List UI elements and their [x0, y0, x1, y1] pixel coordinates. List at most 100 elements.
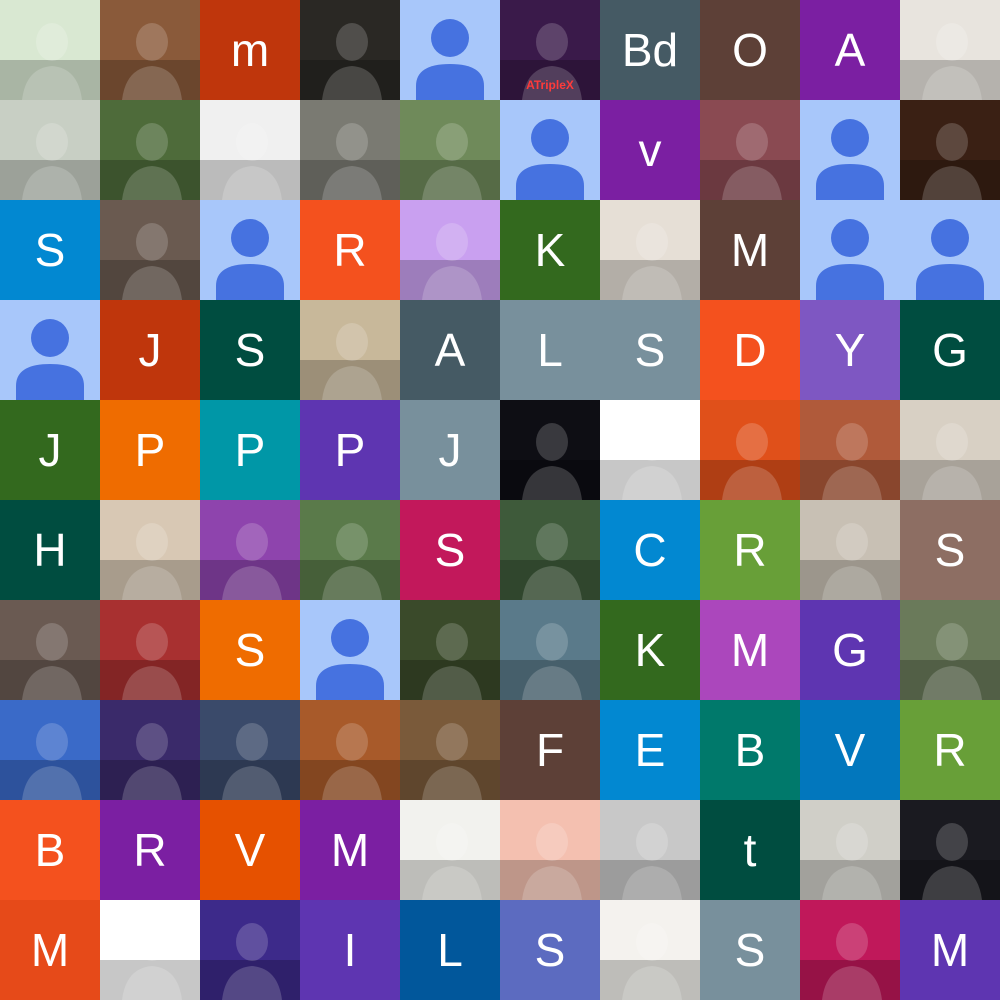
avatar-tile[interactable]: F — [500, 700, 600, 800]
avatar-tile[interactable]: M — [700, 600, 800, 700]
avatar-tile[interactable] — [800, 200, 900, 300]
avatar-tile[interactable]: t — [700, 800, 800, 900]
avatar-tile[interactable] — [700, 400, 800, 500]
avatar-tile[interactable]: v — [600, 100, 700, 200]
avatar-tile[interactable]: V — [200, 800, 300, 900]
avatar-tile[interactable]: V — [800, 700, 900, 800]
avatar-tile[interactable] — [0, 300, 100, 400]
avatar-tile[interactable]: S — [600, 300, 700, 400]
avatar-tile[interactable]: J — [0, 400, 100, 500]
avatar-tile[interactable] — [300, 700, 400, 800]
avatar-tile[interactable] — [0, 700, 100, 800]
avatar-tile[interactable] — [200, 500, 300, 600]
avatar-tile[interactable]: I — [300, 900, 400, 1000]
avatar-tile[interactable] — [400, 100, 500, 200]
avatar-tile[interactable] — [700, 100, 800, 200]
avatar-tile[interactable] — [900, 200, 1000, 300]
avatar-tile[interactable]: J — [400, 400, 500, 500]
avatar-tile[interactable] — [800, 800, 900, 900]
avatar-tile[interactable] — [100, 100, 200, 200]
avatar-tile[interactable] — [600, 800, 700, 900]
avatar-tile[interactable]: C — [600, 500, 700, 600]
avatar-tile[interactable]: R — [100, 800, 200, 900]
avatar-tile[interactable] — [300, 600, 400, 700]
avatar-tile[interactable] — [500, 500, 600, 600]
avatar-tile[interactable]: B — [0, 800, 100, 900]
avatar-tile[interactable]: P — [100, 400, 200, 500]
avatar-tile[interactable] — [800, 100, 900, 200]
avatar-tile[interactable]: M — [700, 200, 800, 300]
avatar-tile[interactable]: S — [200, 300, 300, 400]
avatar-tile[interactable] — [400, 800, 500, 900]
avatar-tile[interactable]: S — [900, 500, 1000, 600]
avatar-tile[interactable] — [600, 400, 700, 500]
avatar-tile[interactable] — [500, 100, 600, 200]
avatar-tile[interactable] — [300, 500, 400, 600]
avatar-tile[interactable] — [600, 200, 700, 300]
avatar-tile[interactable] — [200, 100, 300, 200]
avatar-tile[interactable]: O — [700, 0, 800, 100]
avatar-tile[interactable]: A — [400, 300, 500, 400]
avatar-tile[interactable] — [100, 700, 200, 800]
avatar-tile[interactable]: K — [500, 200, 600, 300]
avatar-tile[interactable]: R — [300, 200, 400, 300]
avatar-tile[interactable] — [100, 200, 200, 300]
avatar-tile[interactable] — [100, 900, 200, 1000]
avatar-tile[interactable]: S — [500, 900, 600, 1000]
avatar-tile[interactable] — [900, 800, 1000, 900]
avatar-tile[interactable]: L — [400, 900, 500, 1000]
avatar-tile[interactable] — [900, 100, 1000, 200]
avatar-tile[interactable]: E — [600, 700, 700, 800]
avatar-tile[interactable]: M — [900, 900, 1000, 1000]
avatar-tile[interactable] — [800, 900, 900, 1000]
avatar-tile[interactable]: P — [300, 400, 400, 500]
avatar-tile[interactable] — [300, 0, 400, 100]
avatar-tile[interactable] — [0, 600, 100, 700]
avatar-tile[interactable]: M — [0, 900, 100, 1000]
avatar-tile[interactable]: S — [0, 200, 100, 300]
avatar-tile[interactable]: B — [700, 700, 800, 800]
avatar-tile[interactable] — [400, 0, 500, 100]
avatar-tile[interactable] — [800, 500, 900, 600]
avatar-tile[interactable] — [400, 200, 500, 300]
avatar-tile[interactable]: P — [200, 400, 300, 500]
avatar-tile[interactable] — [200, 900, 300, 1000]
avatar-tile[interactable] — [300, 300, 400, 400]
avatar-tile[interactable] — [300, 100, 400, 200]
avatar-tile[interactable] — [100, 0, 200, 100]
avatar-tile[interactable] — [400, 700, 500, 800]
avatar-tile[interactable] — [100, 500, 200, 600]
avatar-tile[interactable] — [200, 700, 300, 800]
avatar-tile[interactable] — [900, 0, 1000, 100]
avatar-tile[interactable] — [900, 400, 1000, 500]
avatar-tile[interactable]: S — [700, 900, 800, 1000]
avatar-tile[interactable] — [600, 900, 700, 1000]
avatar-tile[interactable] — [200, 200, 300, 300]
avatar-tile[interactable]: K — [600, 600, 700, 700]
avatar-tile[interactable]: Bd — [600, 0, 700, 100]
avatar-tile[interactable] — [500, 800, 600, 900]
avatar-tile[interactable] — [0, 0, 100, 100]
avatar-tile[interactable]: H — [0, 500, 100, 600]
avatar-tile[interactable]: M — [300, 800, 400, 900]
avatar-tile[interactable]: L — [500, 300, 600, 400]
avatar-tile[interactable]: D — [700, 300, 800, 400]
avatar-tile[interactable]: Y — [800, 300, 900, 400]
avatar-tile[interactable]: ATripleX — [500, 0, 600, 100]
avatar-tile[interactable] — [800, 400, 900, 500]
avatar-tile[interactable]: m — [200, 0, 300, 100]
avatar-tile[interactable]: R — [700, 500, 800, 600]
avatar-tile[interactable]: A — [800, 0, 900, 100]
avatar-tile[interactable]: S — [400, 500, 500, 600]
avatar-tile[interactable]: G — [900, 300, 1000, 400]
avatar-tile[interactable] — [500, 400, 600, 500]
avatar-tile[interactable] — [400, 600, 500, 700]
avatar-tile[interactable] — [100, 600, 200, 700]
avatar-tile[interactable] — [900, 600, 1000, 700]
avatar-tile[interactable]: S — [200, 600, 300, 700]
avatar-tile[interactable]: R — [900, 700, 1000, 800]
avatar-tile[interactable]: G — [800, 600, 900, 700]
avatar-tile[interactable]: J — [100, 300, 200, 400]
avatar-tile[interactable] — [500, 600, 600, 700]
avatar-tile[interactable] — [0, 100, 100, 200]
